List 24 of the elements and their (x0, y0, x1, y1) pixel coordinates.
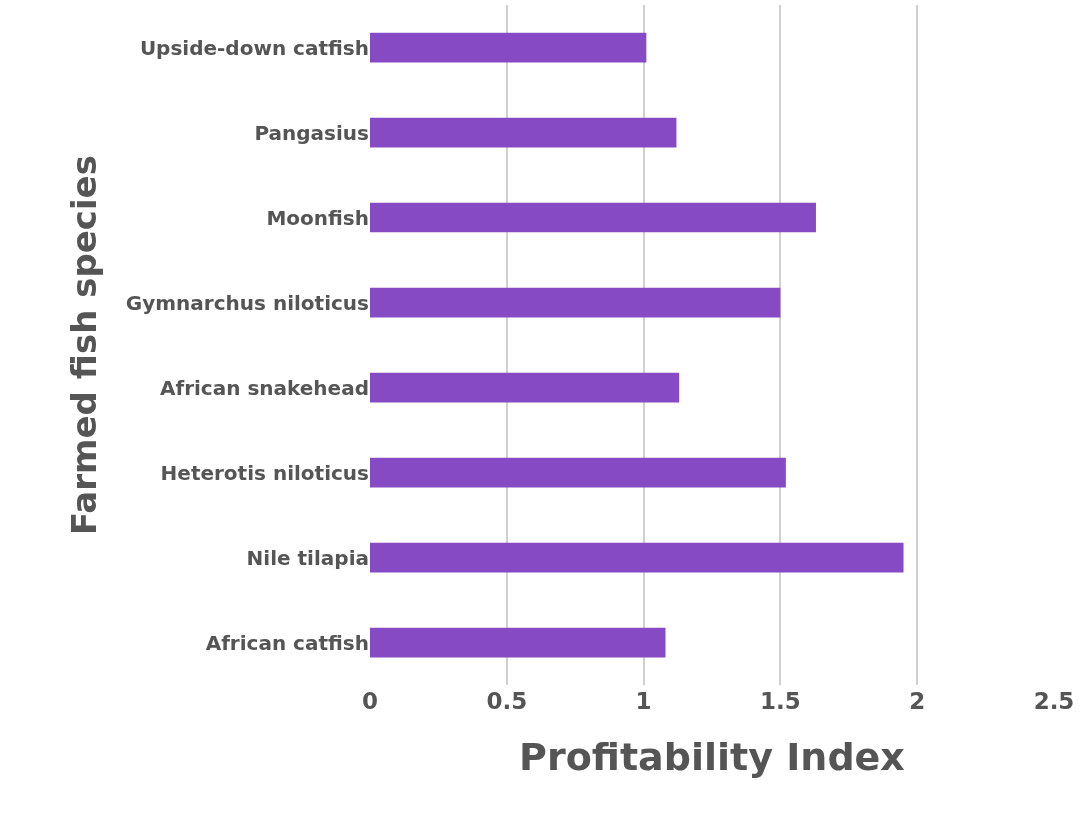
bar (370, 627, 666, 658)
y-axis-title: Farmed fish species (64, 155, 105, 535)
y-tick-label: African snakehead (159, 375, 369, 400)
bar (370, 372, 680, 403)
bar (370, 32, 647, 63)
x-tick-label: 2.5 (1033, 688, 1075, 714)
bar (370, 457, 786, 488)
x-axis-title: Profitability Index (519, 735, 905, 780)
y-tick-label: Upside-down catfish (139, 35, 369, 60)
y-tick-label: African catfish (205, 630, 369, 655)
bar (370, 202, 816, 233)
x-tick-label: 1.5 (760, 688, 801, 714)
x-tick-label: 0.5 (486, 688, 528, 714)
y-tick-label: Gymnarchus niloticus (125, 290, 369, 315)
bar (370, 542, 904, 573)
y-tick-label: Heterotis niloticus (160, 460, 369, 485)
bar (370, 287, 781, 318)
y-tick-label: Nile tilapia (246, 545, 369, 570)
bar (370, 117, 677, 148)
y-tick-label: Pangasius (254, 120, 369, 145)
x-tick-label: 0 (361, 688, 379, 714)
x-tick-label: 2 (909, 688, 926, 714)
x-tick-label: 1 (635, 688, 652, 714)
y-tick-label: Moonfish (266, 205, 369, 230)
